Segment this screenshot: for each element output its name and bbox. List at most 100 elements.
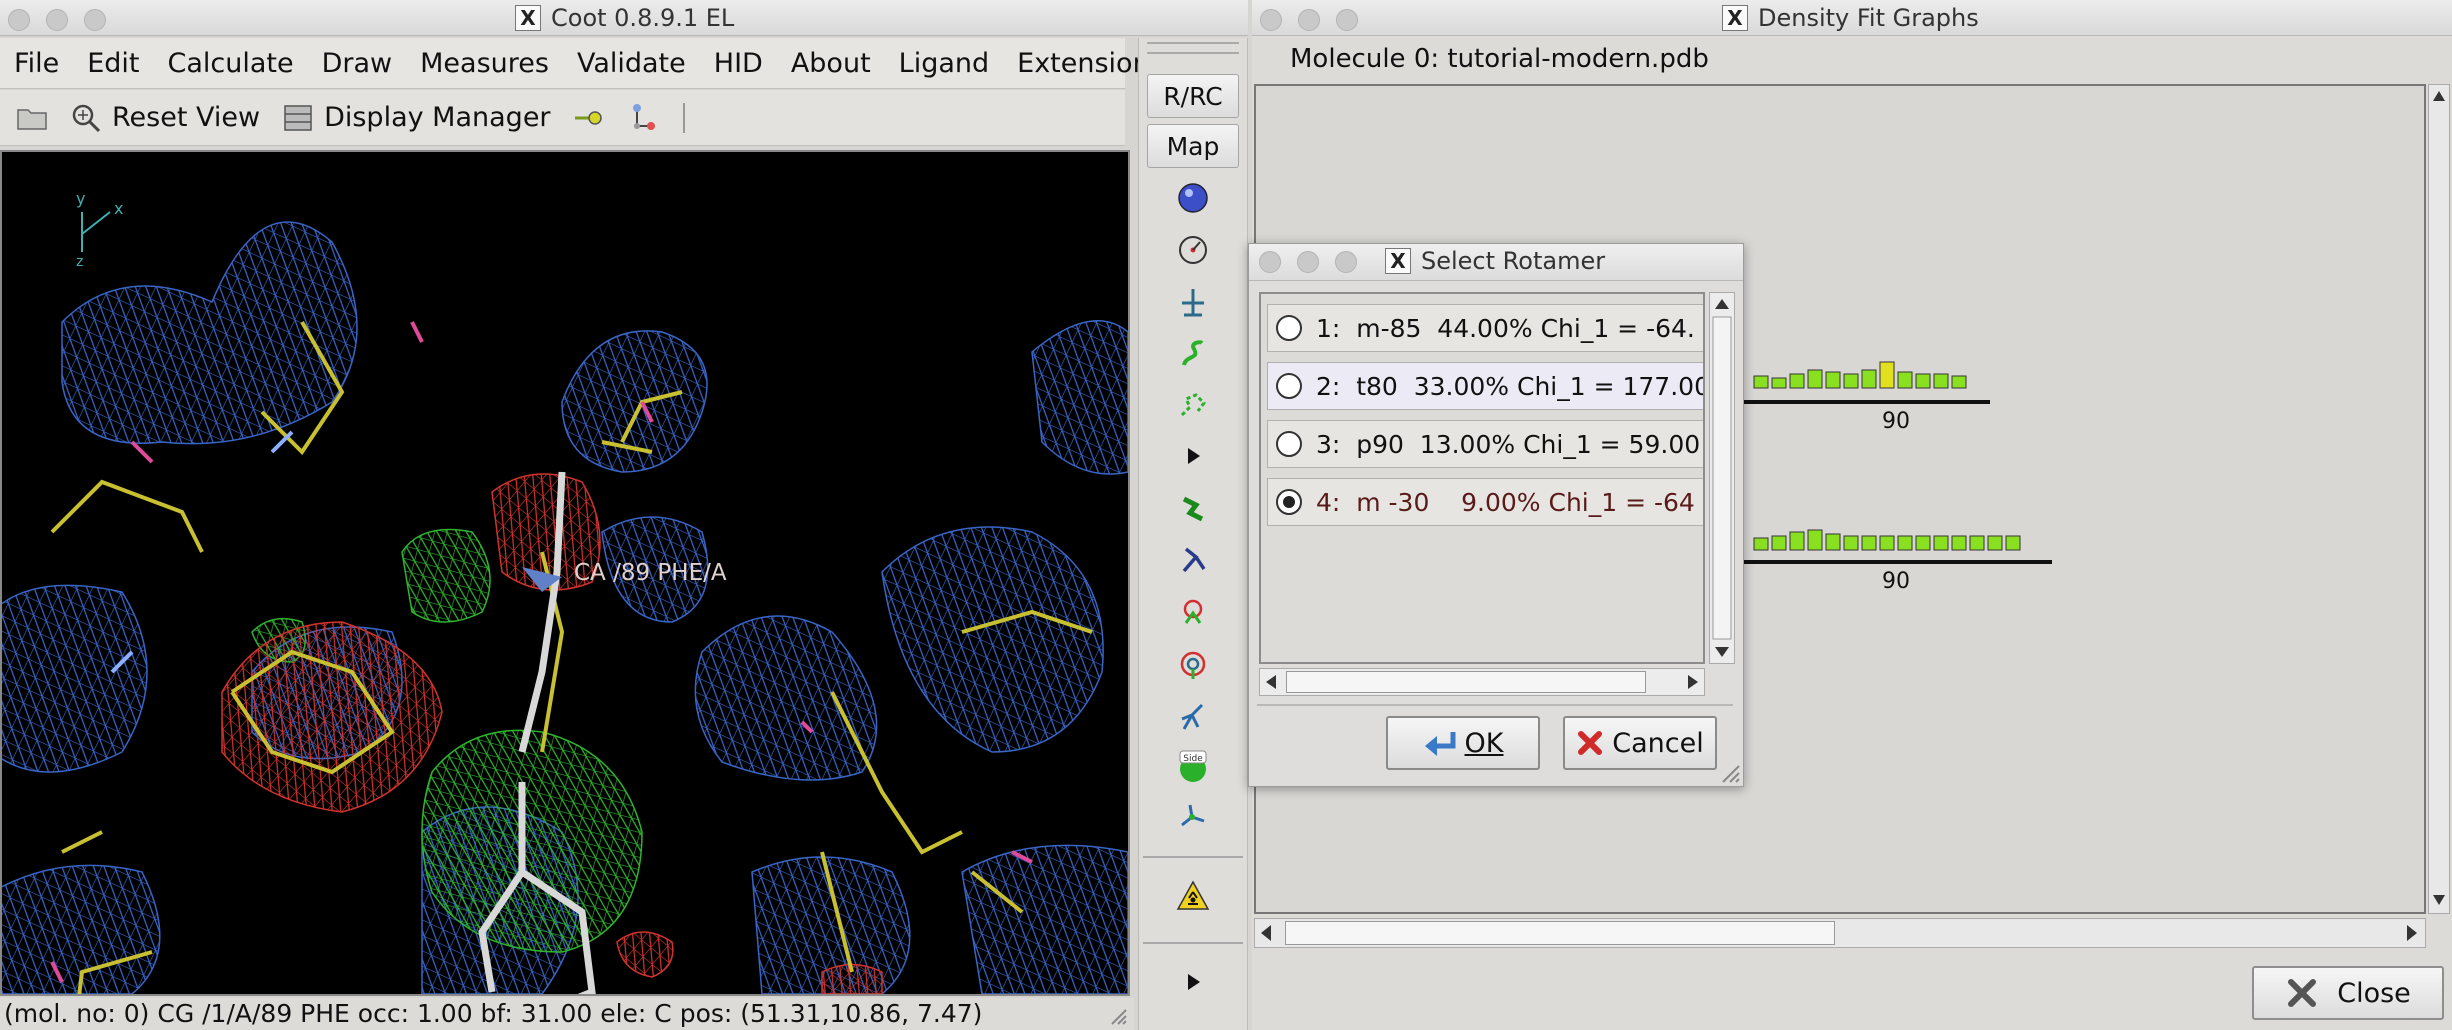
menu-bar: File Edit Calculate Draw Measures Valida… [0,38,1164,89]
menu-about[interactable]: About [790,47,871,79]
map-button[interactable]: Map [1147,124,1239,168]
graph-row-1: 90 [1736,361,1990,434]
rotamer-list: 1: m-85 44.00% Chi_1 = -64. 2: t80 33.00… [1259,292,1705,664]
rotamer-option-3[interactable]: 3: p90 13.00% Chi_1 = 59.00 [1267,420,1703,468]
select-rotamer-dialog: X Select Rotamer 1: m-85 44.00% Chi_1 = … [1248,243,1744,787]
toolbar-divider [1143,856,1243,858]
atom-pointer-arrow [522,567,562,592]
close-button[interactable]: Close [2252,966,2444,1020]
menu-ligand[interactable]: Ligand [898,47,990,79]
blue-density-mesh [2,221,1128,994]
go-to-atom-button[interactable] [567,102,611,134]
ok-label: OK [1464,727,1504,759]
radioactive-icon[interactable] [1173,876,1213,916]
minimize-window-icon[interactable] [46,9,68,31]
add-terminal-residue-icon[interactable] [1173,488,1213,528]
rotamer-icon[interactable] [1173,592,1213,632]
rotate-translate-button[interactable]: R/RC [1147,74,1239,118]
toolbar-divider-2 [1143,942,1243,944]
graph-horizontal-scrollbar[interactable] [1254,918,2426,948]
regularize-icon[interactable] [1173,334,1213,374]
molecule-label: Molecule 0: tutorial-modern.pdb [1290,44,1709,74]
x11-logo-icon: X [1385,248,1411,274]
reset-view-label: Reset View [112,102,261,133]
rotamer-list-horizontal-scrollbar[interactable] [1259,668,1705,696]
maximize-window-icon[interactable] [84,9,106,31]
yellow-carbon-bonds [50,321,1093,994]
cancel-button[interactable]: Cancel [1563,716,1717,770]
close-window-icon[interactable] [1260,9,1282,31]
maximize-window-icon[interactable] [1335,251,1357,273]
rotamer-radio-4[interactable] [1276,489,1302,515]
close-window-icon[interactable] [8,9,30,31]
rotamer-option-1[interactable]: 1: m-85 44.00% Chi_1 = -64. [1267,304,1703,352]
maximize-window-icon[interactable] [1336,9,1358,31]
axis-y-label: y [76,189,85,208]
axis-x-label: x [114,199,123,218]
rotamer-label-1: 1: m-85 44.00% Chi_1 = -64. [1316,313,1695,343]
scrollbar-thumb[interactable] [1286,671,1646,693]
dialog-separator [1257,704,1733,706]
menu-validate[interactable]: Validate [576,47,686,79]
scrollbar-thumb[interactable] [1285,921,1835,945]
axis-z-label: z [76,254,83,270]
model-fit-button[interactable] [621,102,665,134]
add-atom-icon[interactable] [1173,798,1213,838]
more-arrow-icon[interactable] [1173,436,1213,476]
auto-fit-rotamer-icon[interactable] [1173,178,1213,218]
rotamer-option-2[interactable]: 2: t80 33.00% Chi_1 = 177.00 [1267,362,1705,410]
go-to-atom-icon [574,110,602,125]
rotamer-label-2: 2: t80 33.00% Chi_1 = 177.00 [1316,371,1705,401]
white-residue-bonds [478,471,596,994]
side-chains-icon[interactable]: Side [1173,746,1213,786]
flip-peptide-icon[interactable] [1173,386,1213,426]
select-rotamer-window-title: Select Rotamer [1421,247,1606,275]
rigid-body-fit-icon[interactable] [1173,230,1213,270]
rotamer-radio-1[interactable] [1276,315,1302,341]
coot-window-title: Coot 0.8.9.1 EL [551,4,735,32]
atom-label: CA /89 PHE/A [574,560,727,586]
magnifier-icon [72,104,101,132]
folder-icon [17,108,47,130]
open-file-button[interactable] [10,102,54,134]
mutate-icon[interactable] [1173,540,1213,580]
menu-edit[interactable]: Edit [87,47,140,79]
minimize-window-icon[interactable] [1298,9,1320,31]
coot-resize-grip-icon[interactable] [1108,1006,1128,1026]
expand-arrow-icon[interactable] [1173,962,1213,1002]
menu-calculate[interactable]: Calculate [167,47,294,79]
real-space-refine-icon[interactable] [1173,282,1213,322]
display-manager-button[interactable]: Display Manager [276,102,556,134]
toolbar-handle[interactable] [1147,42,1239,54]
molecule-graphics-canvas[interactable]: x y z CA /89 PHE/A [0,150,1130,996]
torsion-edit-icon[interactable] [1173,696,1213,736]
select-rotamer-title-bar[interactable]: X Select Rotamer [1249,244,1743,281]
menu-measures[interactable]: Measures [420,47,549,79]
main-toolbar: Reset View Display Manager [0,90,1125,146]
minimize-window-icon[interactable] [1297,251,1319,273]
density-fit-bars: 90 90 [1736,361,2052,594]
menu-hid[interactable]: HID [713,47,763,79]
rotamer-radio-2[interactable] [1276,373,1302,399]
menu-file[interactable]: File [14,47,60,79]
display-manager-label: Display Manager [324,102,551,133]
coot-title-bar[interactable]: X Coot 0.8.9.1 EL [0,0,1248,36]
rotamer-label-3: 3: p90 13.00% Chi_1 = 59.00 [1316,429,1701,459]
rotamer-radio-3[interactable] [1276,431,1302,457]
graph-vertical-scrollbar[interactable] [2428,84,2450,914]
ok-arrow-icon [1424,732,1456,756]
pink-bonds [50,321,1033,983]
resize-grip-icon[interactable] [1719,762,1741,784]
reset-view-button[interactable]: Reset View [64,102,266,134]
menu-draw[interactable]: Draw [321,47,393,79]
side-chain-180-icon[interactable] [1173,644,1213,684]
cancel-icon [1578,731,1603,755]
close-window-icon[interactable] [1259,251,1281,273]
rotamer-list-vertical-scrollbar[interactable] [1709,292,1735,664]
close-label: Close [2337,977,2411,1009]
rotamer-option-4[interactable]: 4: m -30 9.00% Chi_1 = -64 [1267,478,1703,526]
ok-button[interactable]: OK [1386,716,1540,770]
svg-text:Side: Side [1183,754,1203,764]
density-fit-title-bar[interactable]: X Density Fit Graphs [1252,0,2452,36]
density-fit-window-title: Density Fit Graphs [1758,4,1979,32]
